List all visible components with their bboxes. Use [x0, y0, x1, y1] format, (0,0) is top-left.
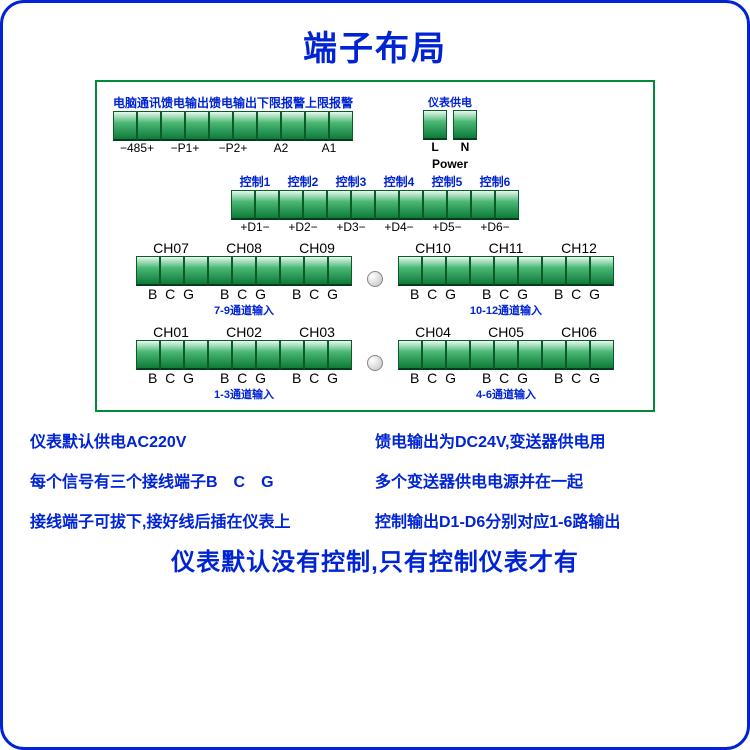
- note: 控制输出D1-D6分别对应1-6路输出: [375, 508, 720, 532]
- power-label: Power: [432, 157, 468, 171]
- page-title: 端子布局: [303, 21, 447, 70]
- note: 仪表默认供电AC220V: [30, 428, 375, 452]
- row1-top-labels: 电脑通讯 馈电输出 馈电输出 下限报警 上限报警: [113, 94, 353, 111]
- screw-icon: [367, 271, 383, 287]
- power-block: 仪表供电 L N Power: [423, 94, 477, 171]
- final-note: 仪表默认没有控制,只有控制仪表才有: [171, 542, 579, 577]
- row1-strip: [113, 111, 353, 141]
- channel-row: CH07CH08CH09B C GB C GB C G7-9通道输入 CH10CH…: [113, 240, 637, 318]
- note: 多个变送器供电电源并在一起: [375, 468, 720, 492]
- notes-grid: 仪表默认供电AC220V 馈电输出为DC24V,变送器供电用 每个信号有三个接线…: [30, 428, 720, 532]
- channel-row: CH01CH02CH03B C GB C GB C G1-3通道输入 CH04CH…: [113, 324, 637, 402]
- row1: 电脑通讯 馈电输出 馈电输出 下限报警 上限报警 −485+ −P1+ −P2+…: [113, 94, 637, 171]
- terminal-panel: 电脑通讯 馈电输出 馈电输出 下限报警 上限报警 −485+ −P1+ −P2+…: [95, 80, 655, 412]
- row2: 控制1 控制2 控制3 控制4 控制5 控制6 +D1− +D2− +D3− +…: [113, 173, 637, 234]
- note: 接线端子可拔下,接好线后插在仪表上: [30, 508, 375, 532]
- row1-bottom-labels: −485+ −P1+ −P2+ A2 A1: [113, 141, 353, 155]
- channel-block: CH04CH05CH06B C GB C GB C G4-6通道输入: [397, 324, 615, 402]
- note: 每个信号有三个接线端子B C G: [30, 468, 375, 492]
- note: 馈电输出为DC24V,变送器供电用: [375, 428, 720, 452]
- outer-frame: 端子布局 电脑通讯 馈电输出 馈电输出 下限报警 上限报警 −485+ −P1+: [0, 0, 750, 750]
- channel-block: CH01CH02CH03B C GB C GB C G1-3通道输入: [135, 324, 353, 402]
- channel-block: CH10CH11CH12B C GB C GB C G10-12通道输入: [397, 240, 615, 318]
- screw-icon: [367, 355, 383, 371]
- channel-block: CH07CH08CH09B C GB C GB C G7-9通道输入: [135, 240, 353, 318]
